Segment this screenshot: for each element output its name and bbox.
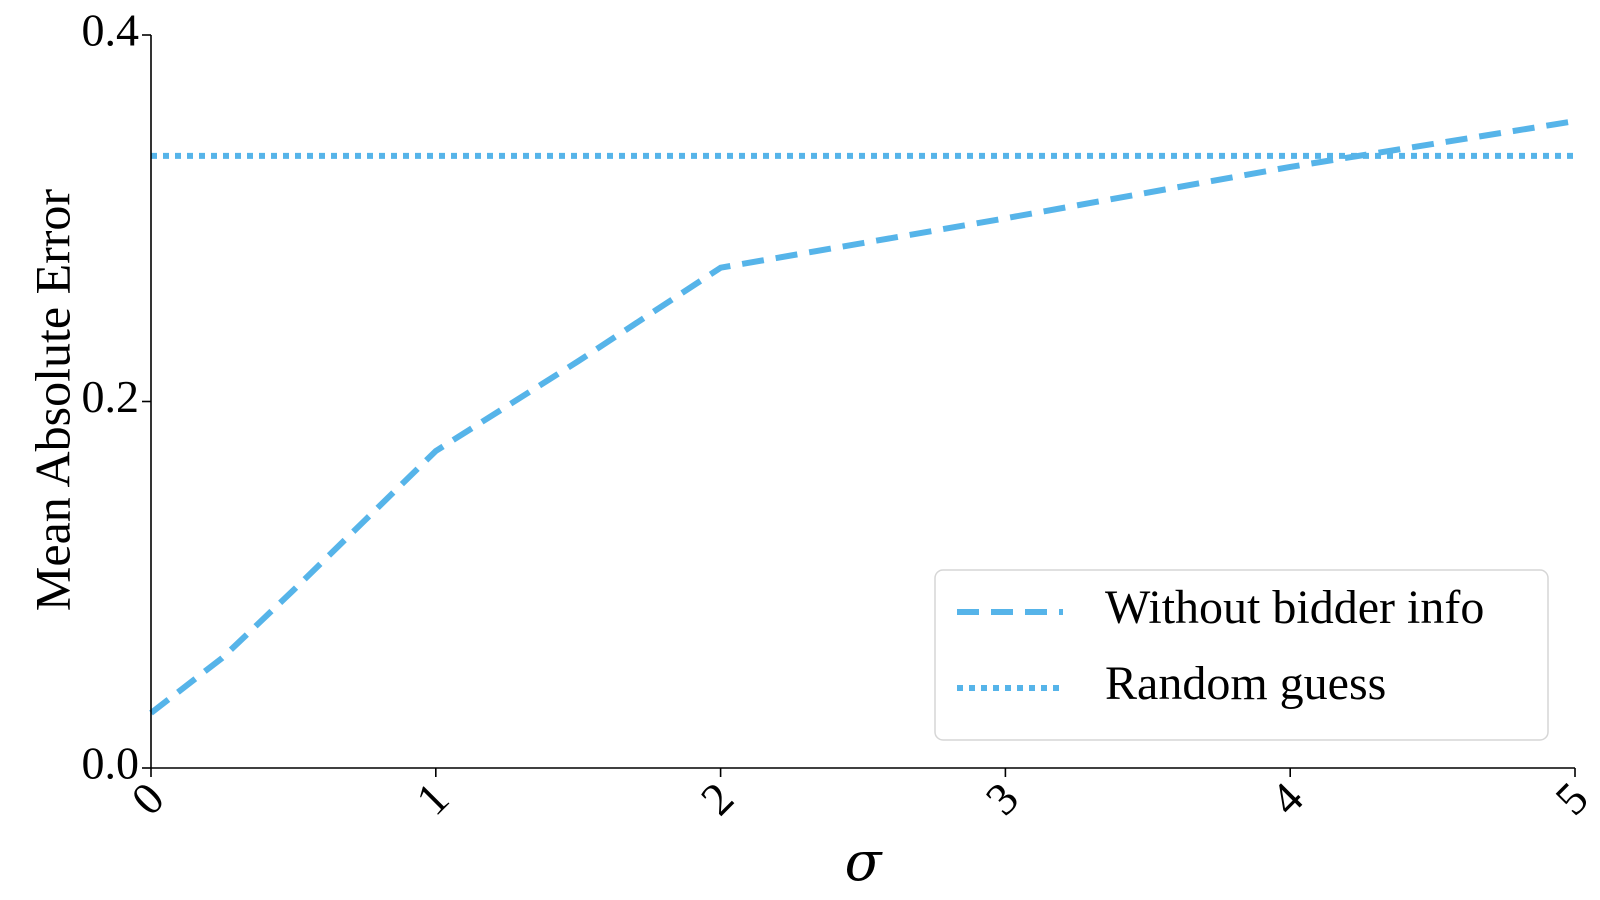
y-tick-label: 0.0 xyxy=(82,738,140,789)
x-tick-label: 3 xyxy=(976,772,1028,824)
legend: Without bidder info Random guess xyxy=(934,569,1549,741)
y-axis-label: Mean Absolute Error xyxy=(24,189,80,611)
legend-box xyxy=(934,569,1549,741)
x-tick-label: 4 xyxy=(1261,772,1313,824)
y-tick-label: 0.4 xyxy=(82,5,140,56)
x-tick-label: 1 xyxy=(406,772,458,824)
y-tick-label: 0.2 xyxy=(82,371,140,422)
legend-label-random-guess: Random guess xyxy=(1105,657,1386,710)
y-ticks: 0.0 0.2 0.4 xyxy=(82,5,151,789)
plot-lines xyxy=(149,118,1576,716)
x-tick-label: 5 xyxy=(1545,772,1597,824)
x-tick-label: 0 xyxy=(121,772,173,824)
x-tick-label: 2 xyxy=(691,772,743,824)
series-line-without-bidder-info xyxy=(149,118,1576,716)
legend-label-without-bidder-info: Without bidder info xyxy=(1105,581,1484,634)
x-ticks: 0 1 2 3 4 5 xyxy=(121,768,1598,825)
x-axis-label: σ xyxy=(845,830,884,893)
